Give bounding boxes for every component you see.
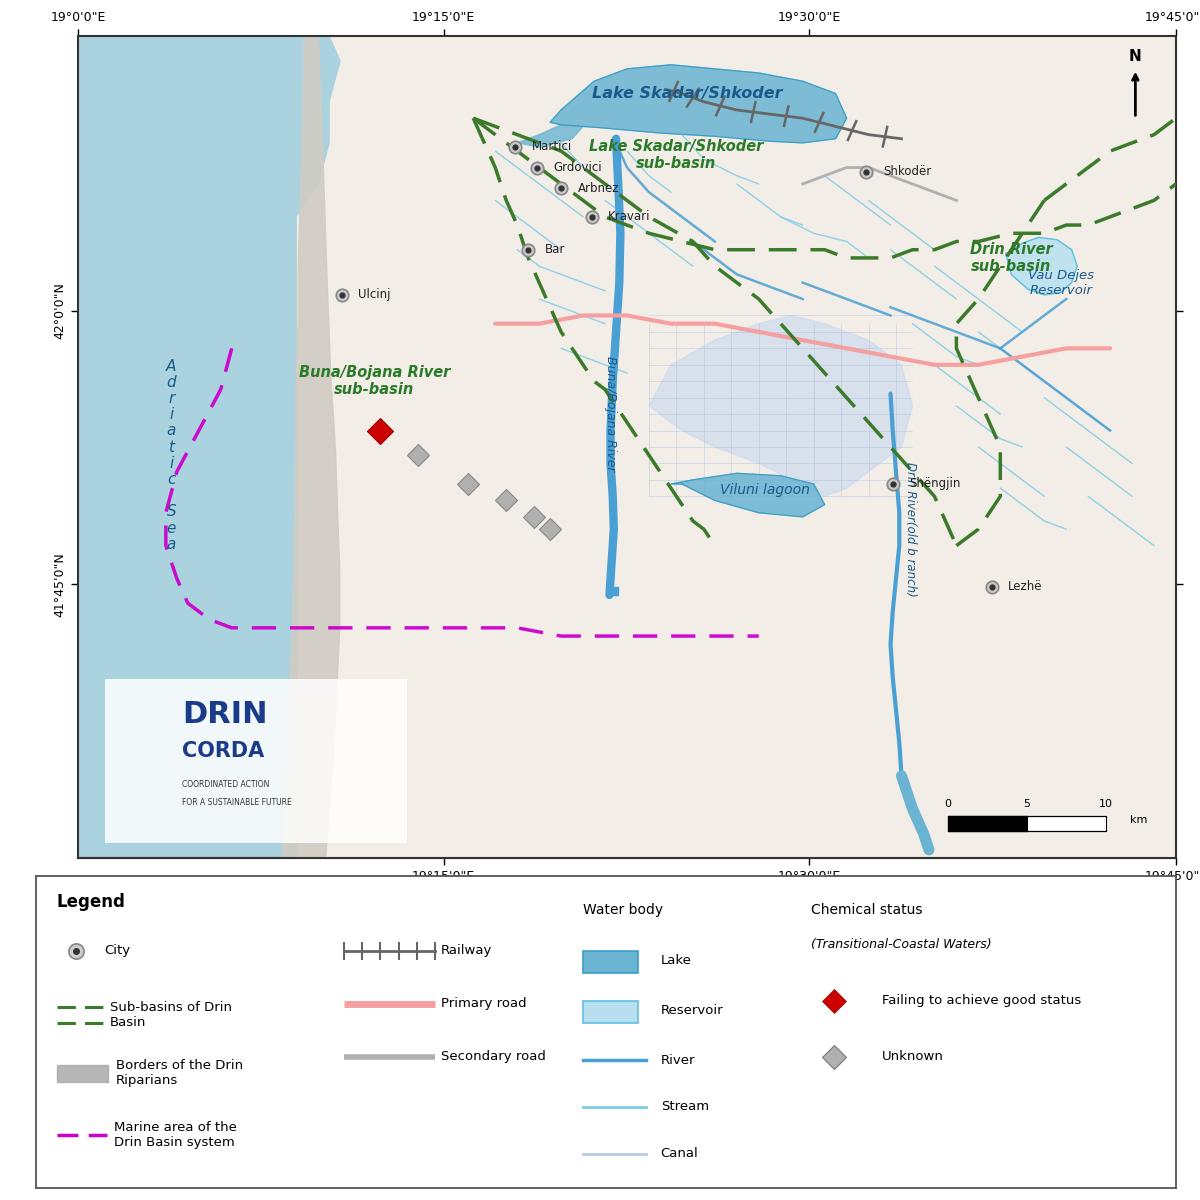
Text: Buna/Bojana River: Buna/Bojana River xyxy=(604,356,617,472)
Text: A
d
r
i
a
t
i
c

S
e
a: A d r i a t i c S e a xyxy=(166,359,176,552)
Text: Shkodër: Shkodër xyxy=(883,166,931,178)
Text: Marine area of the
Drin Basin system: Marine area of the Drin Basin system xyxy=(114,1121,236,1148)
Text: COORDINATED ACTION: COORDINATED ACTION xyxy=(182,780,270,788)
Bar xyxy=(948,816,1027,830)
Bar xyxy=(56,1064,108,1082)
Text: Buna/Bojana River
sub-basin: Buna/Bojana River sub-basin xyxy=(299,365,450,397)
Text: 10: 10 xyxy=(1099,799,1112,809)
Text: Lake: Lake xyxy=(661,954,691,967)
Text: Drin River(old b ranch): Drin River(old b ranch) xyxy=(904,462,917,596)
Text: River: River xyxy=(661,1054,695,1067)
Text: Water body: Water body xyxy=(583,904,664,917)
Text: Stream: Stream xyxy=(661,1100,709,1114)
Polygon shape xyxy=(671,473,824,517)
Text: City: City xyxy=(104,944,131,958)
Text: N: N xyxy=(1129,49,1141,64)
Text: Drin River
sub-basin: Drin River sub-basin xyxy=(970,241,1052,274)
Text: Railway: Railway xyxy=(440,944,492,958)
Text: CORDA: CORDA xyxy=(182,742,264,761)
Text: Legend: Legend xyxy=(56,893,125,911)
Text: 0: 0 xyxy=(944,799,952,809)
Text: Lake Skadar/Shkoder: Lake Skadar/Shkoder xyxy=(592,86,782,101)
Polygon shape xyxy=(298,36,1176,858)
Polygon shape xyxy=(649,316,912,497)
Text: Ulcinj: Ulcinj xyxy=(358,288,390,301)
Polygon shape xyxy=(550,65,847,143)
Text: Bar: Bar xyxy=(545,244,565,257)
Text: DRIN: DRIN xyxy=(182,700,268,728)
Text: Lezhë: Lezhë xyxy=(1008,581,1043,593)
Text: Canal: Canal xyxy=(661,1147,698,1160)
Bar xyxy=(583,950,638,973)
Polygon shape xyxy=(1006,238,1078,295)
Text: Secondary road: Secondary road xyxy=(440,1050,546,1063)
Text: Reservoir: Reservoir xyxy=(661,1003,724,1016)
Text: Shëngjin: Shëngjin xyxy=(910,478,960,491)
Text: Failing to achieve good status: Failing to achieve good status xyxy=(882,995,1081,1007)
Text: Kravari: Kravari xyxy=(608,210,650,223)
Text: Sub-basins of Drin
Basin: Sub-basins of Drin Basin xyxy=(110,1001,232,1028)
Text: Primary road: Primary road xyxy=(440,997,527,1010)
Text: Grdovici: Grdovici xyxy=(553,161,602,174)
Bar xyxy=(583,1001,638,1022)
Text: km: km xyxy=(1130,816,1147,826)
Bar xyxy=(106,679,408,844)
Text: Unknown: Unknown xyxy=(882,1050,943,1063)
Text: Vau Dejes
Reservoir: Vau Dejes Reservoir xyxy=(1027,269,1093,296)
Text: Chemical status: Chemical status xyxy=(811,904,923,917)
Text: Viluni lagoon: Viluni lagoon xyxy=(720,482,810,497)
Bar xyxy=(1027,816,1105,830)
Text: (Transitional-Coastal Waters): (Transitional-Coastal Waters) xyxy=(811,938,992,952)
Text: FOR A SUSTAINABLE FUTURE: FOR A SUSTAINABLE FUTURE xyxy=(182,798,292,806)
Text: Arbnez: Arbnez xyxy=(577,181,619,194)
Text: Martici: Martici xyxy=(532,140,571,154)
Polygon shape xyxy=(517,125,583,146)
Text: Lake Skadar/Shkoder
sub-basin: Lake Skadar/Shkoder sub-basin xyxy=(589,139,763,172)
Text: Borders of the Drin
Riparians: Borders of the Drin Riparians xyxy=(116,1058,242,1086)
Text: 5: 5 xyxy=(1024,799,1030,809)
